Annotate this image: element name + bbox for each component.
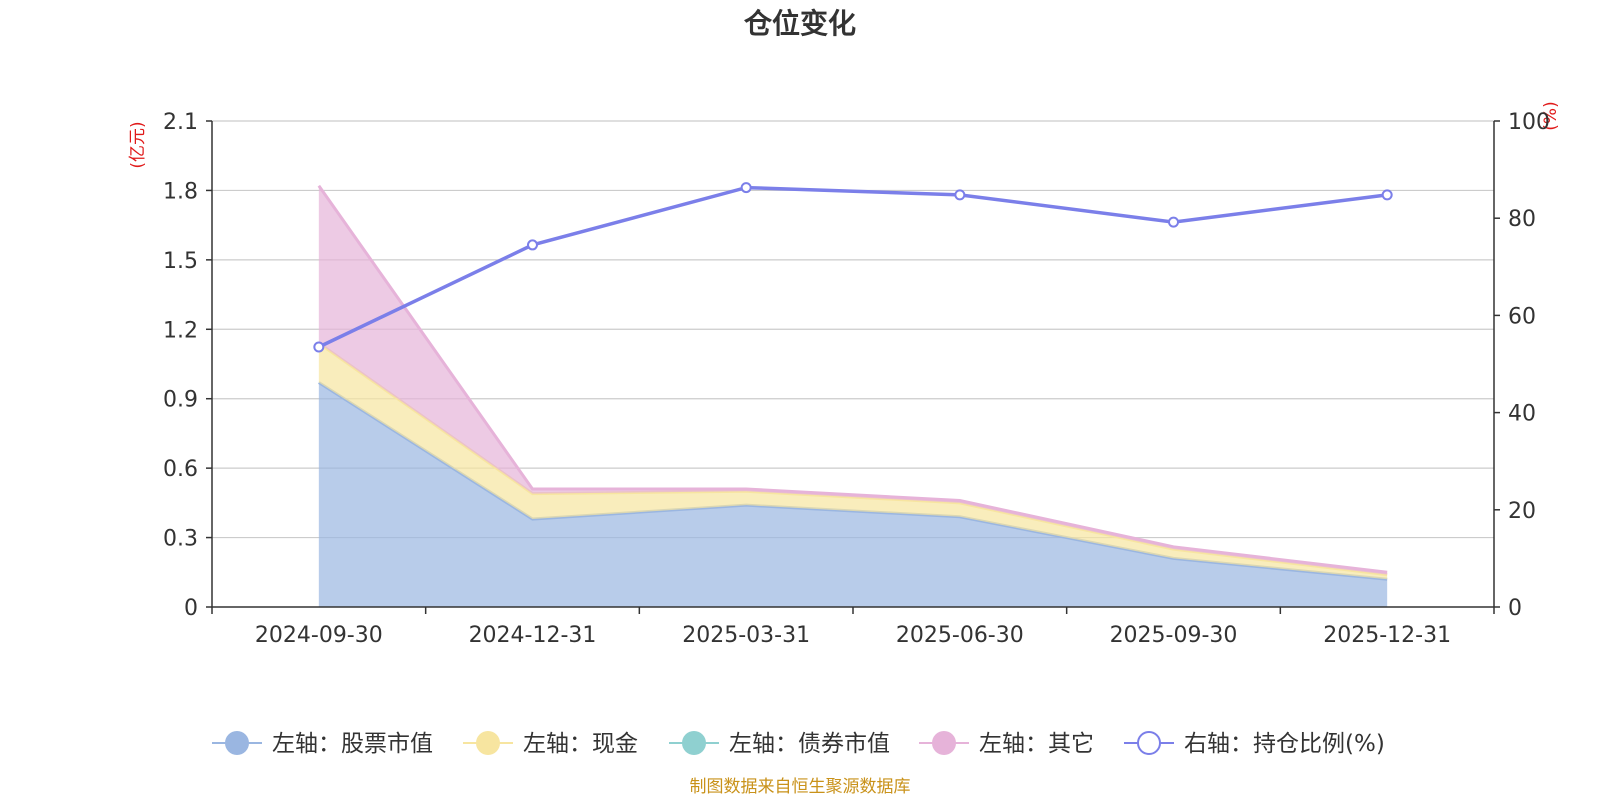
area-edge-series-3 [317,184,1388,574]
legend-item: 左轴：现金 [463,731,638,757]
x-tick-label: 2025-06-30 [896,623,1024,648]
x-axis-ticks: 2024-09-30 2024-12-31 2025-03-31 2025-06-30… [255,623,1451,648]
legend-item: 右轴：持仓比例(%) [1124,731,1385,757]
legend-item: 左轴：其它 [919,731,1094,757]
legend-hollow-circle-marker [1137,731,1161,755]
legend-circle-marker [225,731,249,755]
left-tick-label: 0.3 [163,527,198,552]
left-tick-label: 0.9 [163,388,198,413]
legend-item: 左轴：股票市值 [212,731,433,757]
right-tick-label: 20 [1508,499,1536,524]
legend-item: 左轴：债券市值 [669,731,890,757]
left-axis-unit: (亿元) [128,121,148,168]
legend-label: 左轴：其它 [979,731,1094,757]
legend-circle-marker [682,731,706,755]
ratio-point [527,239,538,251]
chart-title: 仓位变化 [744,7,856,40]
axes [206,120,1500,614]
area-series-0 [318,382,1388,607]
area-series-3 [318,185,1388,575]
ratio-point [740,182,752,194]
ratio-line-path [318,185,1388,349]
x-tick-label: 2024-09-30 [255,623,383,648]
ratio-point [313,341,325,353]
right-tick-label: 40 [1508,402,1536,427]
x-tick-label: 2025-12-31 [1323,623,1451,648]
left-tick-label: 0.6 [163,457,198,482]
ratio-point [1381,189,1393,201]
ratio-point [954,189,966,201]
legend-label: 左轴：股票市值 [272,731,433,757]
legend-circle-marker [476,731,500,755]
left-tick-label: 2.1 [163,110,198,135]
right-tick-label: 100 [1508,110,1550,135]
x-tick-label: 2025-03-31 [682,623,810,648]
right-tick-label: 80 [1508,207,1536,232]
x-tick-label: 2025-09-30 [1110,623,1238,648]
source-note: 制图数据来自恒生聚源数据库 [690,777,911,797]
left-tick-label: 1.5 [163,249,198,274]
right-axis-unit: (%) [1541,101,1561,130]
left-tick-label: 1.2 [163,318,198,343]
legend-label: 右轴：持仓比例(%) [1184,731,1385,757]
legend-label: 左轴：债券市值 [729,731,890,757]
left-axis-ticks: 0 0.3 0.6 0.9 1.2 1.5 1.8 2.1 [163,110,198,621]
right-axis-ticks: 0 20 40 60 80 100 [1508,110,1550,621]
legend: 左轴：股票市值 左轴：现金 左轴：债券市值 左轴：其它 右轴：持仓比例(%) [212,731,1385,757]
ratio-point [1168,216,1179,228]
left-tick-label: 0 [184,596,198,621]
legend-circle-marker [932,731,956,755]
left-tick-label: 1.8 [163,179,198,204]
stacked-areas [317,184,1388,607]
legend-label: 左轴：现金 [523,731,638,757]
holding-ratio-line [313,182,1393,353]
x-tick-label: 2024-12-31 [469,623,597,648]
right-tick-label: 0 [1508,596,1522,621]
right-tick-label: 60 [1508,304,1536,329]
